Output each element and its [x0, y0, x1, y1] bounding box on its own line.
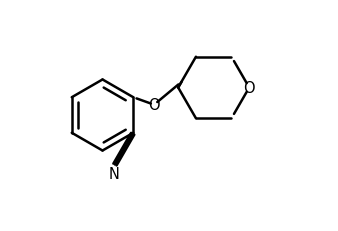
Text: O: O: [148, 98, 160, 113]
Text: O: O: [243, 81, 255, 96]
Text: N: N: [108, 166, 119, 181]
